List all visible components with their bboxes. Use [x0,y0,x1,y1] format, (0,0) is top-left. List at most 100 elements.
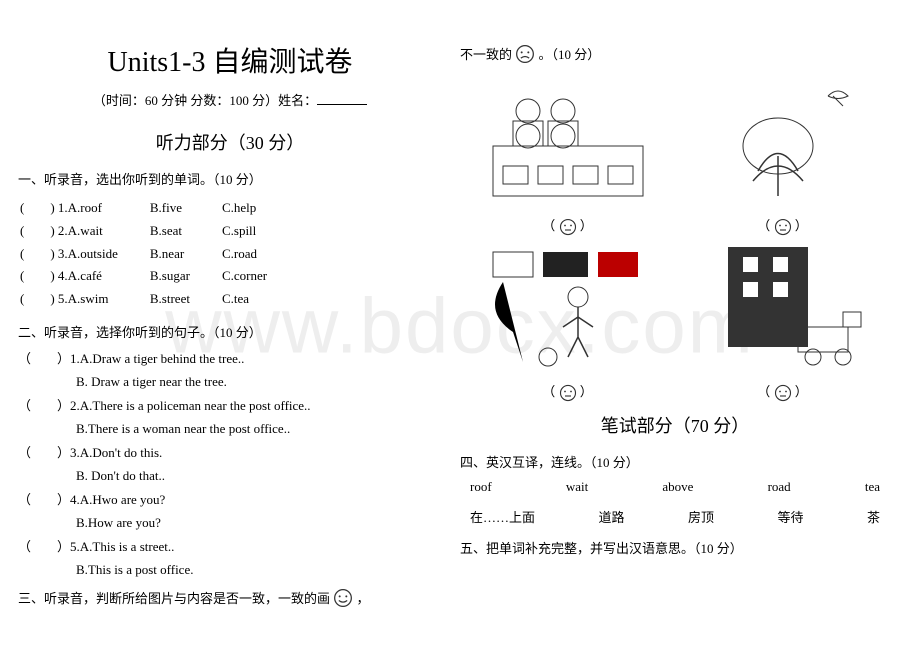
q3-line2-suffix: 。（10 分） [539,47,601,62]
q1-row-4: ( ) 4.A.caféB.sugarC.corner [20,266,297,287]
q4-zh-3: 等待 [777,507,803,526]
q1-row-3: ( ) 3.A.outsideB.nearC.road [20,244,297,265]
img-box-2: （ ） [698,76,868,236]
q4-zh-1: 道路 [598,507,624,526]
q1-4-c: C.corner [222,266,297,287]
q2-3a-t: 3.A.Don't do this. [70,445,162,460]
q1-3-a: A.outside [68,246,118,261]
q2-3b: B. Don't do that.. [18,466,442,486]
name-blank [317,104,367,105]
q2-1a-t: 1.A.Draw a tiger behind the tree.. [70,351,244,366]
neutral-face-icon [774,218,792,236]
q1-4-b: B.sugar [150,266,220,287]
q1-5-n: 5 [58,291,65,306]
q1-5-a: A.swim [68,291,109,306]
img-box-4: （ ） [698,242,868,402]
doc-subtitle: （时间：60 分钟 分数：100 分）姓名： [18,90,442,109]
subtitle-text: （时间：60 分钟 分数：100 分）姓名： [93,93,317,108]
q1-3-c: C.road [222,244,297,265]
q4-zh-4: 茶 [867,507,880,526]
q4-en-2: above [662,479,693,495]
q2-4a-t: 4.A.Hwo are you? [70,492,165,507]
sad-face-icon [515,44,535,68]
doc-title: Units1-3 自编测试卷 [18,40,442,80]
q1-title: 一、听录音，选出你听到的单词。（10 分） [18,169,442,188]
q1-5-c: C.tea [222,289,297,310]
po1: （ [542,218,555,233]
q1-table: ( ) 1.A.roofB.fiveC.help ( ) 2.A.waitB.s… [18,196,299,312]
q1-row-5: ( ) 5.A.swimB.streetC.tea [20,289,297,310]
q2-5b: B.This is a post office. [18,560,442,580]
ans-3: （ ） [483,381,653,402]
q4-en-0: roof [470,479,492,495]
q2-3a: （ ）3.A.Don't do this. [18,443,442,463]
q1-1-c: C.help [222,198,297,219]
q1-1-n: 1 [58,200,65,215]
q2-5a: （ ）5.A.This is a street.. [18,537,442,557]
bird-tree-image [698,76,868,206]
q1-4-a: A.café [68,268,102,283]
q4-en-row: roof wait above road tea [460,479,890,495]
q2-4a: （ ）4.A.Hwo are you? [18,490,442,510]
ans-1: （ ） [483,215,653,236]
q3-line1-t: 三、听录音，判断所给图片与内容是否一致，一致的画 [18,591,330,606]
q2-title: 二、听录音，选择你听到的句子。（10 分） [18,322,442,341]
q2-5a-t: 5.A.This is a street.. [70,539,174,554]
po4: （ [757,384,770,399]
q5-title: 五、把单词补充完整，并写出汉语意思。（10 分） [460,538,890,557]
img-box-3: （ ） [483,242,653,402]
q2-1b: B. Draw a tiger near the tree. [18,372,442,392]
right-column: 不一致的 。（10 分） [460,0,920,651]
q1-1-b: B.five [150,198,220,219]
pc3: ） [580,384,593,399]
q4-zh-0: 在……上面 [470,507,535,526]
page-content: Units1-3 自编测试卷 （时间：60 分钟 分数：100 分）姓名： 听力… [0,0,920,651]
q2-2b: B.There is a woman near the post office.… [18,419,442,439]
q1-row-1: ( ) 1.A.roofB.fiveC.help [20,198,297,219]
q1-2-n: 2 [58,223,65,238]
po3: （ [542,384,555,399]
q4-title: 四、英汉互译，连线。（10 分） [460,452,890,471]
neutral-face-icon [559,218,577,236]
img-box-1: （ ） [483,76,653,236]
neutral-face-icon [774,384,792,402]
q1-2-b: B.seat [150,221,220,242]
q4-zh-row: 在……上面 道路 房顶 等待 茶 [460,507,890,526]
pc2: ） [795,218,808,233]
q1-row-2: ( ) 2.A.waitB.seatC.spill [20,221,297,242]
pc1: ） [580,218,593,233]
classroom-image [483,76,653,206]
q2-4b: B.How are you? [18,513,442,533]
boy-ball-image [483,242,653,372]
q1-1-a: A.roof [68,200,102,215]
q2-1a: （ ）1.A.Draw a tiger behind the tree.. [18,349,442,369]
q2-2a-t: 2.A.There is a policeman near the post o… [70,398,311,413]
q1-3-b: B.near [150,244,220,265]
listening-heading: 听力部分（30 分） [18,129,442,155]
q1-2-a: A.wait [68,223,103,238]
img-row-1: （ ） （ ） [460,76,890,236]
smile-face-icon [333,588,353,612]
q4-en-3: road [768,479,791,495]
q4-en-1: wait [566,479,588,495]
q1-3-n: 3 [58,246,65,261]
q2-2a: （ ）2.A.There is a policeman near the pos… [18,396,442,416]
ans-2: （ ） [698,215,868,236]
q4-en-4: tea [865,479,880,495]
building-truck-image [698,242,868,372]
q3-line2-prefix: 不一致的 [460,47,512,62]
q3-line1: 三、听录音，判断所给图片与内容是否一致，一致的画 ， [18,588,442,612]
img-row-2: （ ） （ [460,242,890,402]
neutral-face-icon [559,384,577,402]
po2: （ [757,218,770,233]
comma: ， [357,591,370,606]
pc4: ） [795,384,808,399]
written-heading: 笔试部分（70 分） [460,412,890,438]
q1-4-n: 4 [58,268,65,283]
q4-zh-2: 房顶 [688,507,714,526]
q1-2-c: C.spill [222,221,297,242]
q1-5-b: B.street [150,289,220,310]
ans-4: （ ） [698,381,868,402]
left-column: Units1-3 自编测试卷 （时间：60 分钟 分数：100 分）姓名： 听力… [0,0,460,651]
q3-line2: 不一致的 。（10 分） [460,44,890,68]
